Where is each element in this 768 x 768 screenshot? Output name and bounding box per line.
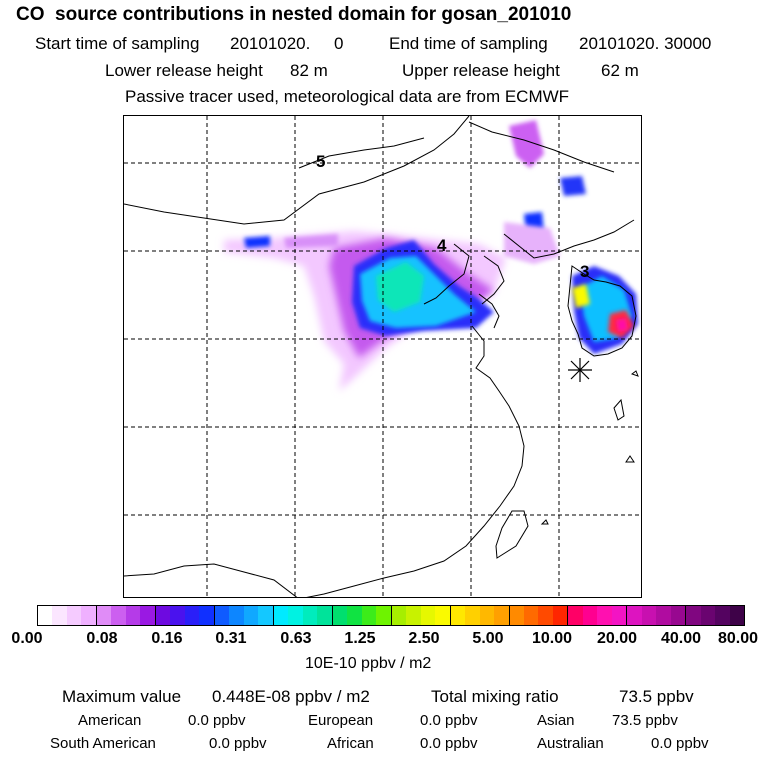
colorbar-segment (66, 606, 82, 625)
colorbar-segment (155, 606, 171, 625)
source-name: Australian (537, 735, 604, 752)
colorbar-segment (435, 606, 451, 625)
colorbar-tick: 0.00 (11, 630, 43, 647)
sampling-end-value: 20101020. 30000 (579, 34, 712, 53)
plot-title: CO source contributions in nested domain… (16, 4, 572, 25)
map-svg: 5 4 3 (124, 116, 641, 597)
colorbar-tick: 2.50 (408, 630, 440, 647)
colorbar-tick: 1.25 (344, 630, 376, 647)
colorbar-segment (184, 606, 200, 625)
source-value: 73.5 ppbv (612, 712, 678, 729)
map-panel: 5 4 3 (123, 115, 642, 598)
colorbar-tick: 20.00 (596, 630, 638, 647)
colorbar-segment (38, 606, 53, 625)
total-mixing-label: Total mixing ratio (431, 687, 559, 706)
colorbar-segment (243, 606, 259, 625)
colorbar-segment (52, 606, 67, 625)
colorbar-segment (125, 606, 141, 625)
receptor-asterisk-icon (568, 358, 592, 382)
colorbar-segment (332, 606, 348, 625)
sampling-start-label: Start time of sampling (35, 34, 200, 53)
colorbar-tick: 5.00 (472, 630, 504, 647)
colorbar-segment (170, 606, 185, 625)
colorbar-segment (611, 606, 628, 625)
colorbar-segment (479, 606, 495, 625)
colorbar-segment (568, 606, 583, 625)
upper-release-value: 62 m (601, 61, 639, 80)
sampling-end-label: End time of sampling (389, 34, 548, 53)
trajectory-label-4: 4 (437, 236, 447, 255)
colorbar-tick: 0.31 (215, 630, 247, 647)
colorbar-segment (214, 606, 230, 625)
colorbar-segment (465, 606, 480, 625)
colorbar-tick: 40.00 (660, 630, 702, 647)
colorbar-segment (376, 606, 392, 625)
lower-release-label: Lower release height (105, 61, 263, 80)
colorbar-segment (686, 606, 701, 625)
colorbar-segment (420, 606, 436, 625)
trajectory-label-5: 5 (316, 152, 325, 171)
source-value: 0.0 ppbv (188, 712, 246, 729)
source-name: Asian (537, 712, 575, 729)
tracer-note: Passive tracer used, meteorological data… (125, 87, 570, 106)
source-value: 0.0 ppbv (651, 735, 709, 752)
sampling-start-value: 20101020. 0 (230, 34, 344, 53)
colorbar-segment (111, 606, 126, 625)
plume-korea (572, 266, 638, 354)
upper-release-label: Upper release height (402, 61, 560, 80)
colorbar-segment (729, 606, 744, 625)
colorbar-segment (523, 606, 539, 625)
source-name: European (308, 712, 374, 729)
colorbar-segment (229, 606, 244, 625)
source-value: 0.0 ppbv (209, 735, 267, 752)
colorbar-segment (641, 606, 657, 625)
source-value: 0.0 ppbv (420, 735, 478, 752)
colorbar-segment (361, 606, 377, 625)
max-value-label: Maximum value (62, 687, 182, 706)
colorbar-segment (81, 606, 97, 625)
coastlines (124, 116, 639, 597)
colorbar-tick: 0.63 (280, 630, 312, 647)
colorbar-segment (391, 606, 407, 625)
colorbar-segment (597, 606, 612, 625)
grid (124, 116, 641, 597)
source-name: African (327, 735, 374, 752)
source-value: 0.0 ppbv (420, 712, 478, 729)
colorbar-segment (670, 606, 687, 625)
plume-northeast (504, 120, 586, 264)
colorbar-segment (317, 606, 333, 625)
source-name: American (78, 712, 142, 729)
total-mixing-value: 73.5 ppbv (619, 687, 694, 706)
colorbar-tick: 80.00 (717, 630, 759, 647)
colorbar-segment (302, 606, 318, 625)
colorbar-segment (140, 606, 156, 625)
colorbar-segment (509, 606, 524, 625)
colorbar-segment (656, 606, 671, 625)
colorbar-tick: 10.00 (531, 630, 573, 647)
colorbar-segment (715, 606, 730, 625)
colorbar-units: 10E-10 ppbv / m2 (305, 655, 432, 672)
colorbar-segment (582, 606, 598, 625)
colorbar-segment (199, 606, 215, 625)
colorbar-segment (258, 606, 274, 625)
colorbar-segment (552, 606, 569, 625)
colorbar-segment (288, 606, 303, 625)
colorbar-segment (494, 606, 510, 625)
colorbar-tick: 0.16 (151, 630, 183, 647)
colorbar-segment (538, 606, 553, 625)
colorbar-segment (273, 606, 289, 625)
trajectory-label-3: 3 (580, 262, 589, 281)
colorbar-segment (96, 606, 112, 625)
colorbar-segment (700, 606, 716, 625)
lower-release-value: 82 m (290, 61, 328, 80)
colorbar (37, 605, 745, 626)
colorbar-segment (347, 606, 362, 625)
plume-north-china (224, 231, 506, 391)
source-name: South American (50, 735, 156, 752)
max-value: 0.448E-08 ppbv / m2 (212, 687, 370, 706)
colorbar-tick: 0.08 (86, 630, 118, 647)
colorbar-segment (627, 606, 642, 625)
colorbar-segment (450, 606, 466, 625)
colorbar-segment (406, 606, 421, 625)
